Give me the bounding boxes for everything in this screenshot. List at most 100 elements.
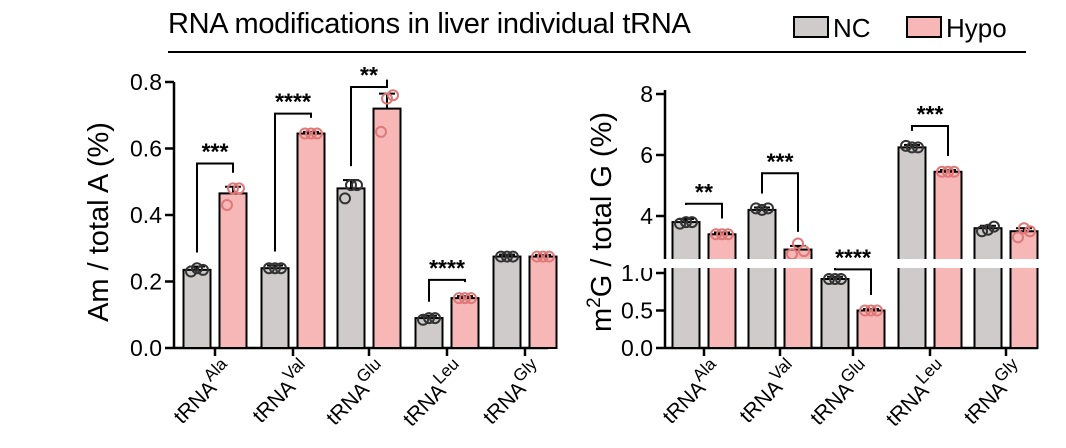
bar-nc <box>973 227 1003 349</box>
data-point-nc <box>339 192 351 205</box>
bar-hypo <box>372 107 402 349</box>
data-point-hypo <box>465 292 477 305</box>
panel-1: 0.00.20.40.60.8tRNAAlatRNAValtRNAGlutRNA… <box>130 62 558 431</box>
bar-hypo <box>218 192 248 349</box>
bar-hypo <box>450 297 480 349</box>
significance-bracket <box>911 125 949 156</box>
data-point-hypo <box>381 92 393 105</box>
bar-nc <box>492 255 522 349</box>
y-tick-label: 0.6 <box>130 136 162 162</box>
data-point-nc <box>912 141 924 154</box>
data-point-nc <box>762 202 774 215</box>
x-tick-label: tRNALeu <box>877 354 954 431</box>
data-point-hypo <box>305 127 317 140</box>
data-point-nc <box>982 223 994 236</box>
data-point-hypo <box>233 182 245 195</box>
significance-label: ** <box>360 62 378 88</box>
data-point-hypo <box>1018 222 1030 235</box>
data-point-nc <box>680 216 692 229</box>
bar-nc <box>182 268 212 349</box>
data-point-hypo <box>710 228 722 241</box>
x-tick-label: tRNAGlu <box>801 354 876 429</box>
axis-break <box>640 259 1050 268</box>
data-point-nc <box>197 263 209 276</box>
data-point-hypo <box>798 245 810 258</box>
data-point-hypo <box>221 199 233 212</box>
data-point-nc <box>906 141 918 154</box>
data-point-nc <box>275 262 287 275</box>
y-axis-label-rest: G / total G (%) <box>586 112 618 297</box>
data-point-nc <box>976 225 988 238</box>
data-point-hypo <box>537 250 549 263</box>
y-tick-label: 0.2 <box>130 269 162 295</box>
bar-nc <box>897 146 927 349</box>
y-tick-label: 0.8 <box>130 69 162 95</box>
data-point-hypo <box>792 237 804 250</box>
significance-label: **** <box>275 89 311 115</box>
data-point-hypo <box>871 304 883 317</box>
y-axis-label-sup: 2 <box>584 297 605 308</box>
data-point-nc <box>900 139 912 152</box>
data-point-nc <box>501 250 513 263</box>
legend-label-nc: NC <box>833 13 871 43</box>
data-point-nc <box>507 250 519 263</box>
data-point-hypo <box>1012 231 1024 244</box>
panel-2: 0.00.51.0468tRNAAlatRNAValtRNAGlutRNALeu… <box>621 81 1039 431</box>
significance-bracket <box>350 79 388 167</box>
bar-nc <box>671 221 701 350</box>
bar-hypo <box>707 233 737 349</box>
x-tick-label: tRNAAla <box>653 354 727 428</box>
x-tick-label: tRNAGly <box>955 354 1030 429</box>
data-point-nc <box>823 273 835 285</box>
legend-label-hypo: Hypo <box>946 13 1007 43</box>
significance-label: **** <box>429 255 465 281</box>
data-point-hypo <box>453 292 465 305</box>
bar-hypo <box>1009 230 1039 349</box>
x-tick-label: tRNAGlu <box>317 354 392 429</box>
significance-label: ** <box>695 179 713 205</box>
significance-bracket <box>761 172 799 232</box>
y-axis-label: Am / total A (%) <box>83 122 115 322</box>
bar-nc <box>820 278 850 349</box>
legend-swatch-nc <box>793 16 829 38</box>
title-underline <box>168 51 1026 53</box>
data-point-hypo <box>1024 225 1036 238</box>
data-point-hypo <box>227 182 239 195</box>
data-point-nc <box>191 262 203 275</box>
data-point-hypo <box>459 292 471 305</box>
data-point-nc <box>345 179 357 192</box>
data-point-nc <box>417 313 429 326</box>
data-point-hypo <box>543 250 555 263</box>
data-point-nc <box>423 312 435 325</box>
significance-bracket <box>274 112 312 252</box>
data-point-hypo <box>311 127 323 140</box>
significance-bracket <box>685 202 723 219</box>
y-axis-label: m2G / total G (%) <box>584 112 618 332</box>
data-point-nc <box>750 202 762 215</box>
y-tick-label: 8 <box>640 81 653 107</box>
data-point-hypo <box>859 304 871 317</box>
data-point-nc <box>756 203 768 216</box>
significance-bracket <box>428 278 466 302</box>
data-point-nc <box>263 262 275 275</box>
significance-label: *** <box>202 138 229 164</box>
data-point-hypo <box>299 127 311 140</box>
legend-swatch-hypo <box>906 16 942 38</box>
data-point-hypo <box>936 165 948 178</box>
data-point-hypo <box>942 165 954 178</box>
bar-nc <box>260 267 290 350</box>
data-point-nc <box>495 250 507 263</box>
significance-bracket <box>196 162 234 253</box>
x-tick-label: tRNAVal <box>730 354 803 427</box>
bar-hypo <box>856 309 886 349</box>
x-tick-label: tRNAAla <box>164 354 238 428</box>
data-point-nc <box>185 265 197 278</box>
figure-title-bar: RNA modifications in liver individual tR… <box>0 4 1066 53</box>
x-tick-label: tRNALeu <box>394 354 471 431</box>
y-tick-label: 0.5 <box>621 298 653 324</box>
data-point-nc <box>686 216 698 229</box>
significance-label: *** <box>917 101 944 127</box>
bar-hypo <box>528 255 558 349</box>
data-point-hypo <box>865 304 877 317</box>
data-point-hypo <box>531 250 543 263</box>
